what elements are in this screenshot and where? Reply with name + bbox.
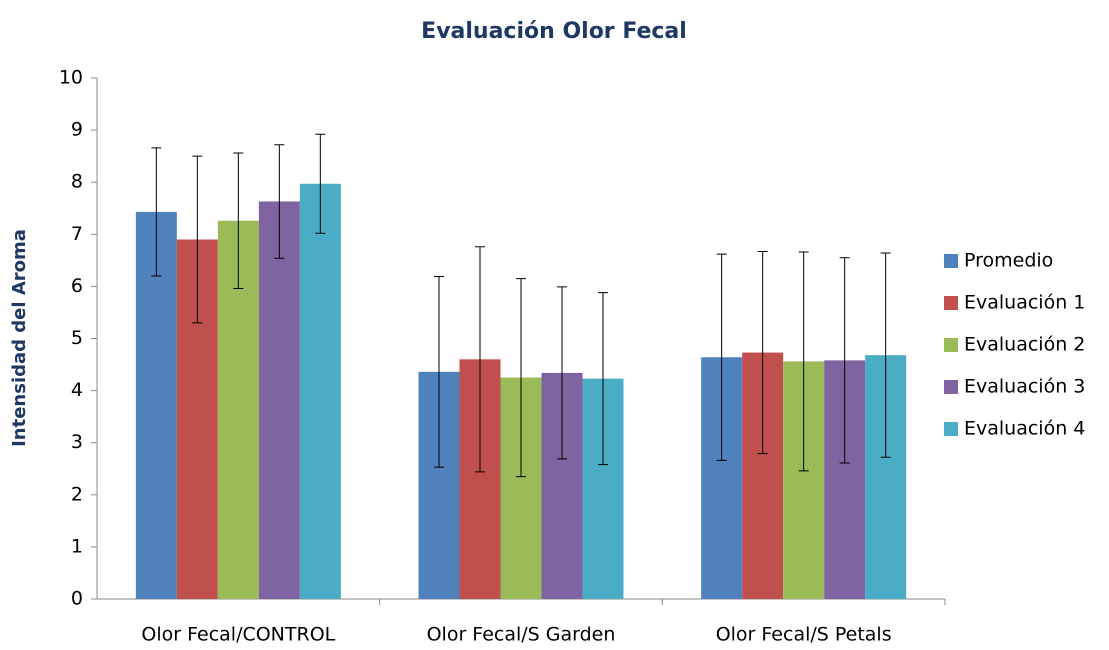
- y-tick-label: 2: [71, 483, 83, 505]
- y-tick-label: 8: [71, 171, 83, 193]
- x-tick-label: Olor Fecal/S Petals: [716, 624, 892, 646]
- legend-swatch: [944, 422, 958, 436]
- legend-label: Evaluación 4: [964, 418, 1085, 440]
- legend-swatch: [944, 296, 958, 310]
- legend-swatch: [944, 254, 958, 268]
- y-tick-label: 5: [71, 327, 83, 349]
- error-bar: [839, 257, 850, 464]
- y-tick-label: 10: [59, 67, 83, 89]
- error-bar: [274, 144, 285, 259]
- y-tick-label: 9: [71, 119, 83, 141]
- error-bar: [516, 278, 526, 478]
- y-tick-label: 4: [71, 379, 83, 401]
- bar: [258, 201, 300, 600]
- bar: [299, 183, 341, 599]
- error-bar: [315, 133, 326, 234]
- error-bar: [716, 253, 727, 461]
- error-bar: [557, 286, 567, 460]
- x-tick-label: Olor Fecal/S Garden: [427, 624, 616, 646]
- error-bar: [880, 252, 891, 458]
- y-tick-label: 6: [71, 275, 83, 297]
- chart-title: Evaluación Olor Fecal: [421, 19, 687, 44]
- legend-label: Evaluación 1: [964, 292, 1085, 314]
- error-bar: [434, 276, 444, 468]
- x-tick-label: Olor Fecal/CONTROL: [141, 624, 335, 646]
- error-bar: [192, 155, 203, 324]
- legend-swatch: [944, 380, 958, 394]
- y-tick-label: 1: [71, 535, 83, 557]
- error-bar: [233, 152, 244, 289]
- legend-label: Promedio: [964, 250, 1053, 272]
- error-bar: [598, 292, 608, 466]
- error-bar: [757, 250, 768, 455]
- y-tick-label: 0: [71, 588, 83, 610]
- error-bar: [475, 246, 485, 473]
- legend-swatch: [944, 338, 958, 352]
- y-tick-label: 7: [71, 223, 83, 245]
- legend-label: Evaluación 2: [964, 334, 1085, 356]
- y-axis-label: Intensidad del Aroma: [9, 229, 30, 447]
- error-bar: [151, 147, 162, 277]
- y-tick-label: 3: [71, 431, 83, 453]
- legend-label: Evaluación 3: [964, 376, 1085, 398]
- error-bar: [798, 251, 809, 472]
